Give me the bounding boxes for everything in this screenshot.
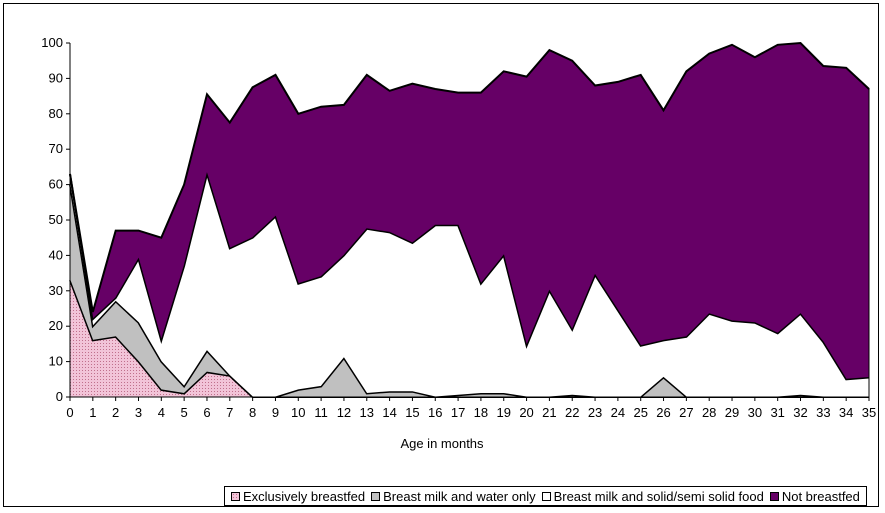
- x-tick-label: 27: [679, 405, 693, 420]
- y-tick-label: 100: [41, 35, 63, 50]
- x-tick-label: 25: [633, 405, 647, 420]
- x-tick-label: 29: [725, 405, 739, 420]
- series-areas: [69, 41, 870, 399]
- legend-swatch: [371, 491, 381, 501]
- y-tick-label: 50: [49, 212, 63, 227]
- x-tick-label: 22: [565, 405, 579, 420]
- x-tick-label: 2: [112, 405, 119, 420]
- x-tick-label: 0: [66, 405, 73, 420]
- x-tick-label: 28: [702, 405, 716, 420]
- y-tick-label: 60: [49, 177, 63, 192]
- y-tick-label: 30: [49, 283, 63, 298]
- series-line-4: [69, 41, 870, 313]
- x-tick-label: 12: [337, 405, 351, 420]
- y-tick-label: 20: [49, 318, 63, 333]
- x-tick-label: 14: [382, 405, 396, 420]
- x-tick-label: 20: [519, 405, 533, 420]
- x-tick-label: 6: [203, 405, 210, 420]
- x-tick-label: 33: [816, 405, 830, 420]
- x-tick-label: 1: [89, 405, 96, 420]
- legend-item: Exclusively breastfed: [231, 489, 365, 504]
- chart-frame: 0 10 20 30 40 50 60 70 80 90 100 0 1 2 3 4 5 6 7 8 9 10 11 12 13…: [3, 3, 879, 507]
- x-tick-label: 10: [291, 405, 305, 420]
- x-tick-label: 21: [542, 405, 556, 420]
- x-tick-label: 11: [314, 405, 328, 420]
- x-tick-label: 5: [181, 405, 188, 420]
- x-tick-label: 32: [793, 405, 807, 420]
- legend-item: Breast milk and water only: [371, 488, 536, 504]
- x-tick-label: 15: [405, 405, 419, 420]
- x-tick-label: 24: [611, 405, 625, 420]
- y-tick-label: 40: [49, 247, 63, 262]
- y-tick-label: 80: [49, 106, 63, 121]
- x-tick-label: 9: [272, 405, 279, 420]
- x-tick-label: 18: [474, 405, 488, 420]
- legend-swatch: [769, 491, 779, 501]
- y-tick-label: 10: [49, 354, 63, 369]
- x-tick-label: 34: [839, 405, 853, 420]
- y-tick-label: 0: [56, 389, 63, 404]
- x-axis-label: Age in months: [400, 436, 484, 451]
- legend-swatch: [541, 491, 551, 501]
- legend: Exclusively breastfed Breast milk and wat…: [224, 486, 867, 506]
- legend-label: Exclusively breastfed: [243, 488, 366, 504]
- x-tick-label: 13: [360, 405, 374, 420]
- x-tick-label: 8: [249, 405, 256, 420]
- legend-label: Not breastfed: [781, 488, 860, 504]
- legend-item: Breast milk and solid/semi solid food: [541, 488, 764, 504]
- x-tick-label: 7: [226, 405, 233, 420]
- y-tick-label: 70: [49, 141, 63, 156]
- legend-label: Breast milk and solid/semi solid food: [553, 488, 764, 504]
- x-tick-label: 19: [497, 405, 511, 420]
- x-tick-label: 30: [748, 405, 762, 420]
- x-tick-label: 26: [656, 405, 670, 420]
- x-tick-label: 23: [588, 405, 602, 420]
- legend-swatch: [231, 491, 240, 501]
- legend-item: Not breastfed: [769, 488, 860, 504]
- x-tick-label: 4: [158, 405, 165, 420]
- x-tick-label: 31: [770, 405, 784, 420]
- y-tick-label: 90: [49, 70, 63, 85]
- x-tick-label: 17: [451, 405, 465, 420]
- x-tick-label: 16: [428, 405, 442, 420]
- legend-label: Breast milk and water only: [383, 488, 536, 504]
- x-tick-label: 3: [135, 405, 142, 420]
- x-tick-label: 35: [862, 405, 876, 420]
